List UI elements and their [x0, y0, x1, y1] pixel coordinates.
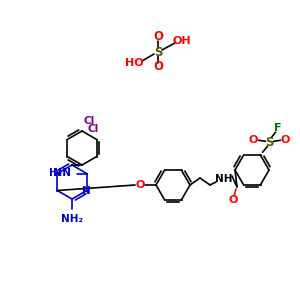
Text: F: F [274, 123, 281, 133]
Text: O: O [153, 61, 163, 74]
Text: O: O [135, 180, 145, 190]
Text: O: O [249, 135, 258, 145]
Text: O: O [281, 135, 290, 145]
Text: S: S [265, 136, 274, 149]
Text: Cl: Cl [87, 124, 98, 134]
Text: HO: HO [125, 58, 143, 68]
Text: OH: OH [173, 36, 191, 46]
Text: NH₂: NH₂ [61, 214, 83, 224]
Text: N: N [82, 185, 91, 196]
Text: S: S [154, 46, 162, 59]
Text: N: N [53, 169, 62, 178]
Text: NH: NH [215, 174, 233, 184]
Text: O: O [228, 195, 238, 205]
Text: Cl: Cl [83, 116, 94, 126]
Text: H₂N: H₂N [49, 169, 71, 178]
Text: O: O [153, 31, 163, 44]
